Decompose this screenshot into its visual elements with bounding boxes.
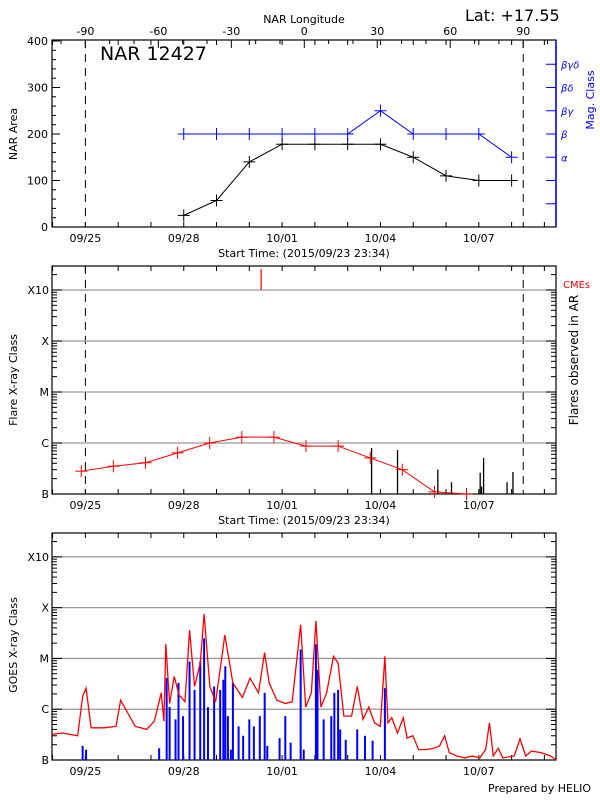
y-tick-label: 0: [41, 221, 48, 234]
longitude-tick-label: 90: [516, 25, 530, 38]
longitude-tick-label: 60: [443, 25, 457, 38]
mag-class-tick-label: β: [560, 130, 568, 141]
y-tick-label: X10: [27, 284, 49, 297]
longitude-tick-label: -30: [222, 25, 240, 38]
longitude-tick-label: 0: [301, 25, 308, 38]
y-tick-label: B: [41, 488, 49, 501]
flare-axis-title: Flare X-ray Class: [7, 334, 20, 426]
y-tick-label: X10: [27, 551, 49, 564]
goes-long-line: [51, 613, 557, 761]
x-tick-label: 10/07: [463, 499, 495, 512]
prepared-by-label: Prepared by HELIO: [488, 782, 591, 795]
x-tick-label: 09/28: [168, 499, 200, 512]
plot-frame-2: [51, 532, 557, 761]
longitude-tick-label: -90: [76, 25, 94, 38]
longitude-tick-label: 30: [370, 25, 384, 38]
nar-area-axis-title: NAR Area: [7, 108, 20, 160]
mag-class-tick-label: βδ: [560, 84, 574, 95]
flares-observed-axis-title: Flares observed in AR: [567, 295, 581, 425]
nar-xaxis-title: Start Time: (2015/09/23 23:34): [218, 247, 390, 260]
longitude-tick-label: -60: [149, 25, 167, 38]
y-tick-label: B: [41, 754, 49, 767]
mag-class-axis-title: Mag. Class: [584, 70, 597, 129]
flare-xaxis-title: Start Time: (2015/09/23 23:34): [218, 514, 390, 527]
x-tick-label: 10/04: [365, 499, 397, 512]
y-tick-label: M: [40, 652, 50, 665]
x-tick-label: 09/25: [70, 232, 102, 245]
x-tick-label: 09/28: [168, 765, 200, 778]
goes-axis-title: GOES X-ray Class: [7, 597, 20, 693]
y-tick-label: 200: [27, 128, 48, 141]
latitude-label: Lat: +17.55: [465, 6, 560, 25]
mag-class-tick-label: βγδ: [560, 60, 579, 71]
x-tick-label: 10/01: [266, 499, 298, 512]
y-tick-label: 400: [27, 35, 48, 48]
x-tick-label: 10/01: [266, 765, 298, 778]
x-tick-label: 10/07: [463, 232, 495, 245]
y-tick-label: X: [41, 602, 49, 615]
flare-daily-max-line: [81, 436, 467, 495]
y-tick-label: C: [41, 703, 49, 716]
y-tick-label: 300: [27, 82, 48, 95]
region-title: NAR 12427: [100, 43, 207, 65]
x-tick-label: 10/01: [266, 232, 298, 245]
y-tick-label: M: [40, 386, 50, 399]
mag-class-tick-label: βγ: [560, 107, 574, 118]
nar-area-line: [183, 143, 512, 216]
x-tick-label: 10/04: [365, 232, 397, 245]
x-tick-label: 09/25: [70, 765, 102, 778]
plot-frame-1: [51, 265, 557, 495]
y-tick-label: X: [41, 335, 49, 348]
cme-label: CMEs: [563, 280, 590, 291]
x-tick-label: 10/07: [463, 765, 495, 778]
longitude-axis-title: NAR Longitude: [263, 13, 345, 26]
x-tick-label: 10/04: [365, 765, 397, 778]
y-tick-label: C: [41, 437, 49, 450]
x-tick-label: 09/28: [168, 232, 200, 245]
y-tick-label: 100: [27, 175, 48, 188]
x-tick-label: 09/25: [70, 499, 102, 512]
mag-class-tick-label: α: [561, 153, 568, 164]
